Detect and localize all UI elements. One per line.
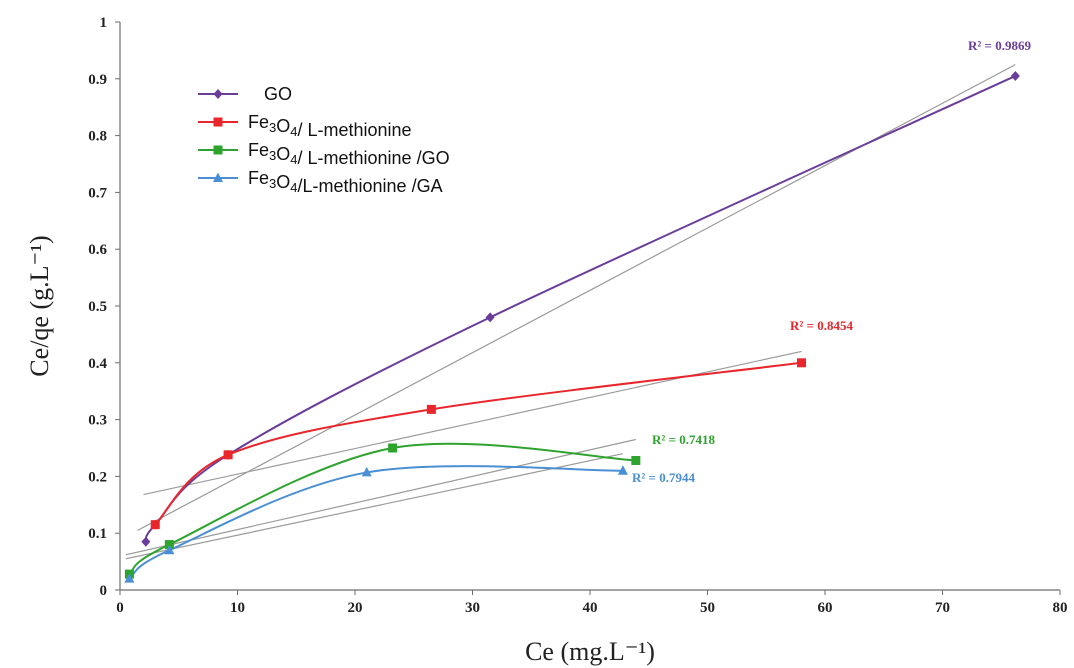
- legend-marker: [213, 172, 223, 182]
- x-tick-label: 60: [818, 600, 833, 616]
- data-point-0: [485, 312, 495, 323]
- y-tick-label: 0.9: [88, 72, 107, 88]
- r2-label: R² = 0.7944: [632, 470, 695, 485]
- y-tick-label: 0.7: [88, 185, 107, 201]
- axes: 00.10.20.30.40.50.60.70.80.910 10 20 30 40 50…: [25, 15, 1068, 666]
- series-line-2: [128, 442, 636, 575]
- legend-label: Fe3O4/ L-methionine: [248, 112, 412, 140]
- x-tick-label: 40: [583, 600, 598, 616]
- y-axis-title: Ce/qe (g.L⁻¹): [25, 235, 54, 376]
- series-markers: [124, 70, 1020, 583]
- x-tick-label: 70: [935, 600, 950, 616]
- legend-label: Fe3O4/L-methionine /GA: [248, 168, 443, 196]
- trendline: [125, 453, 624, 560]
- data-point-3: [164, 544, 175, 555]
- legend-marker: [213, 89, 223, 99]
- x-tick-label: 80: [1053, 600, 1068, 616]
- legend-marker: [213, 145, 223, 155]
- x-tick-label: 30: [465, 600, 480, 616]
- y-tick-label: 0: [100, 583, 108, 599]
- x-tick-label: 50: [700, 600, 715, 616]
- legend-label: Fe3O4/ L-methionine /GO: [248, 140, 450, 168]
- data-point-2: [388, 443, 398, 453]
- y-tick-label: 0.4: [88, 356, 107, 372]
- data-point-2: [631, 455, 641, 465]
- data-point-2: [164, 540, 174, 550]
- data-point-3: [124, 573, 135, 583]
- y-tick-label: 0.3: [88, 413, 107, 429]
- data-point-0: [141, 536, 151, 547]
- data-point-1: [426, 404, 436, 414]
- x-tick-label: 0: [116, 600, 124, 616]
- x-tick-label: 10: [230, 600, 245, 616]
- data-point-3: [617, 465, 628, 475]
- trendline: [125, 438, 636, 556]
- trendline: [143, 350, 802, 496]
- data-point-0: [1010, 70, 1020, 81]
- y-tick-label: 0.6: [88, 242, 107, 258]
- legend-marker: [213, 117, 223, 127]
- legend-label: GO: [264, 84, 292, 104]
- data-point-1: [150, 520, 160, 530]
- series-line-3: [128, 465, 623, 580]
- r2-labels: R² = 0.9869 R² = 0.8454 R² = 0.7418 R² = 0.…: [632, 38, 1031, 485]
- x-axis-title: Ce (mg.L⁻¹): [525, 637, 655, 666]
- r2-label: R² = 0.9869: [968, 38, 1031, 53]
- r2-label: R² = 0.7418: [652, 432, 715, 447]
- data-point-1: [797, 358, 806, 368]
- y-tick-label: 0.5: [88, 299, 107, 315]
- y-tick-label: 0.8: [88, 129, 107, 145]
- y-tick-label: 0.1: [88, 526, 107, 542]
- y-tick-label: 1: [100, 15, 108, 31]
- x-tick-label: 20: [348, 600, 363, 616]
- series-line-1: [154, 361, 802, 526]
- trendlines: [125, 64, 1016, 560]
- r2-label: R² = 0.8454: [790, 318, 853, 333]
- data-point-1: [223, 450, 233, 460]
- y-tick-label: 0.2: [88, 469, 107, 485]
- data-point-3: [361, 466, 372, 477]
